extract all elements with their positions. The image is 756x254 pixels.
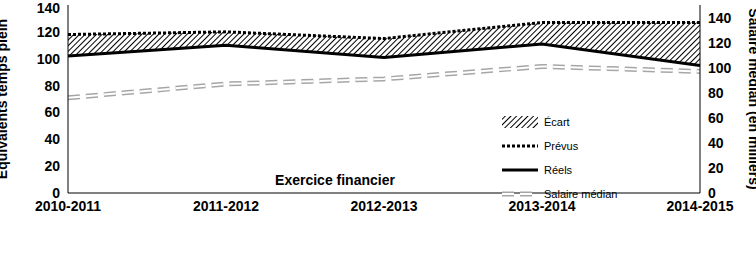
svg-text:2014-2015: 2014-2015 bbox=[667, 198, 734, 214]
svg-text:100: 100 bbox=[37, 51, 61, 67]
svg-text:Équivalents temps plein: Équivalents temps plein bbox=[8, 19, 10, 179]
svg-text:40: 40 bbox=[708, 135, 724, 151]
svg-text:0: 0 bbox=[52, 185, 60, 201]
html-text:Réels: Réels bbox=[544, 164, 573, 176]
svg-text:2011-2012: 2011-2012 bbox=[193, 198, 259, 214]
html-text:Exercice financier: Exercice financier bbox=[275, 172, 395, 188]
svg-text:140: 140 bbox=[37, 0, 61, 16]
svg-text:100: 100 bbox=[708, 60, 732, 76]
svg-text:0: 0 bbox=[708, 185, 716, 201]
svg-text:20: 20 bbox=[708, 160, 724, 176]
svg-text:120: 120 bbox=[708, 35, 732, 51]
svg-text:40: 40 bbox=[44, 131, 60, 147]
svg-text:80: 80 bbox=[708, 85, 724, 101]
html-text:Prévus: Prévus bbox=[544, 140, 579, 152]
svg-text:20: 20 bbox=[44, 158, 60, 174]
svg-text:2012-2013: 2012-2013 bbox=[351, 198, 418, 214]
svg-text:Salaire médian (en milliers): Salaire médian (en milliers) bbox=[746, 8, 748, 189]
svg-text:60: 60 bbox=[44, 104, 60, 120]
svg-text:80: 80 bbox=[44, 78, 60, 94]
html-text:Écart: Écart bbox=[544, 116, 570, 128]
html-text:Salaire médian: Salaire médian bbox=[544, 188, 618, 200]
svg-text:2010-2011: 2010-2011 bbox=[35, 198, 101, 214]
svg-text:2013-2014: 2013-2014 bbox=[509, 198, 576, 214]
svg-text:120: 120 bbox=[37, 24, 61, 40]
svg-text:60: 60 bbox=[708, 110, 724, 126]
svg-text:140: 140 bbox=[708, 10, 732, 26]
